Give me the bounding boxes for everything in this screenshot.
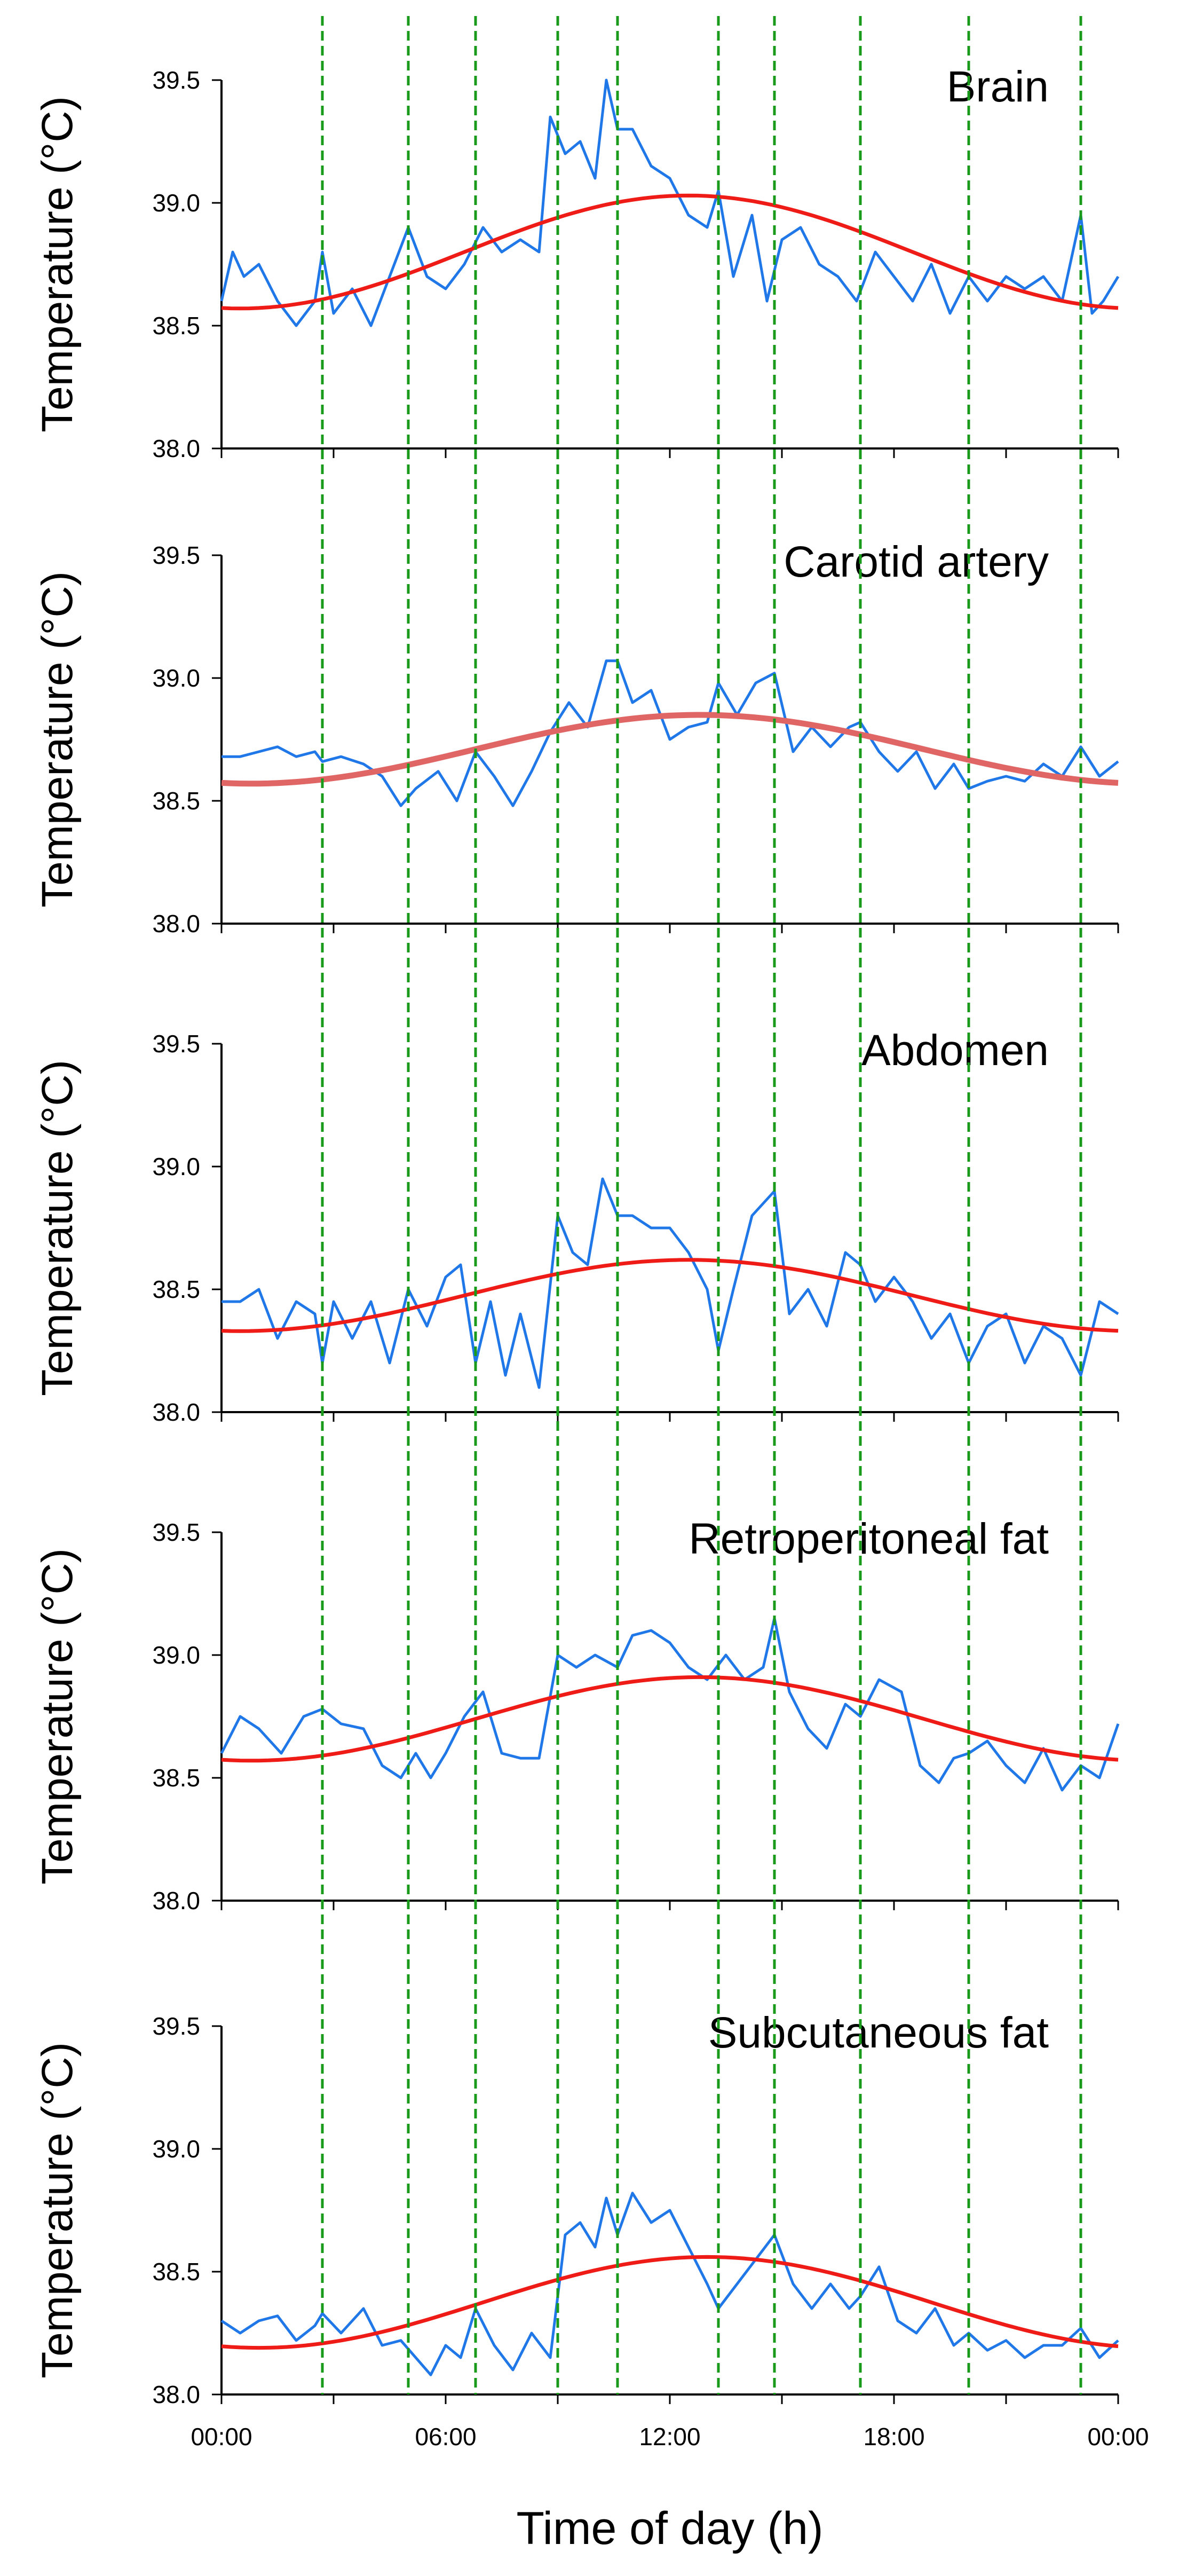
y-tick-label: 38.5 — [152, 2258, 200, 2286]
measured-series-line — [221, 659, 1119, 807]
y-axis-label: Temperature (°C) — [33, 571, 82, 908]
vertical-markers: 00:00 06:00 12:00 18:00 00:00 — [191, 16, 1149, 2451]
panel-retroperitoneal-fat: 38.0 38.5 39.0 39.5 Temperature (°C) Retroper… — [33, 1515, 1120, 1915]
y-tick-label: 39.0 — [152, 1641, 200, 1669]
y-tick-label: 39.5 — [152, 1030, 200, 1058]
y-tick-label: 39.5 — [152, 2012, 200, 2040]
panel-abdomen: 38.0 38.5 39.0 39.5 Temperature (°C) Abdomen — [33, 1026, 1119, 1426]
y-tick-label: 38.5 — [152, 312, 200, 340]
cosinor-fit-line — [221, 2255, 1119, 2350]
y-tick-label: 38.5 — [152, 1764, 200, 1792]
y-tick-label: 39.0 — [152, 189, 200, 217]
y-tick-label: 39.5 — [152, 1518, 200, 1546]
panel-title: Carotid artery — [784, 538, 1049, 586]
y-tick-label: 39.0 — [152, 1153, 200, 1180]
y-tick-label: 39.5 — [152, 66, 200, 94]
y-tick-label: 38.0 — [152, 910, 200, 938]
panel-brain: 38.0 38.5 39.0 39.5 Temperature (°C) Brain — [33, 62, 1120, 462]
panel-title: Retroperitoneal fat — [689, 1515, 1049, 1563]
y-tick-label: 38.0 — [152, 1887, 200, 1915]
y-tick-label: 39.0 — [152, 2135, 200, 2163]
cosinor-fit-line — [221, 1258, 1119, 1333]
y-axis-label: Temperature (°C) — [33, 96, 82, 432]
measured-series-line — [221, 1177, 1119, 1389]
x-tick-label: 06:00 — [415, 2423, 476, 2451]
panel-title: Subcutaneous fat — [708, 2008, 1049, 2057]
measured-series-line — [220, 1617, 1120, 1792]
y-tick-label: 38.5 — [152, 787, 200, 815]
measured-series-line — [220, 2192, 1119, 2376]
x-axis-label: Time of day (h) — [516, 2503, 823, 2554]
x-tick-label: 00:00 — [191, 2423, 252, 2451]
y-tick-label: 38.5 — [152, 1275, 200, 1303]
y-axis-label: Temperature (°C) — [33, 1548, 82, 1885]
panel-title: Abdomen — [861, 1026, 1049, 1075]
y-tick-label: 38.0 — [152, 1398, 200, 1426]
panel-subcutaneous-fat: 38.0 38.5 39.0 39.5 Temperature (°C) Subcutan… — [33, 2008, 1119, 2408]
panel-title: Brain — [947, 62, 1049, 111]
cosinor-fit-line — [221, 193, 1119, 311]
y-axis-label: Temperature (°C) — [33, 1060, 82, 1396]
x-tick-label: 00:00 — [1087, 2423, 1149, 2451]
x-tick-label: 12:00 — [639, 2423, 700, 2451]
panel-carotid-artery: 38.0 38.5 39.0 39.5 Temperature (°C) Carotid … — [33, 538, 1119, 938]
cosinor-fit-line — [221, 712, 1119, 787]
y-tick-label: 39.0 — [152, 664, 200, 692]
y-tick-label: 38.0 — [152, 435, 200, 462]
y-tick-label: 38.0 — [152, 2381, 200, 2408]
measured-series-line — [220, 78, 1120, 327]
x-tick-label: 18:00 — [863, 2423, 924, 2451]
y-axis-label: Temperature (°C) — [33, 2042, 82, 2378]
cosinor-fit-line — [221, 1675, 1119, 1763]
y-tick-label: 39.5 — [152, 541, 200, 569]
